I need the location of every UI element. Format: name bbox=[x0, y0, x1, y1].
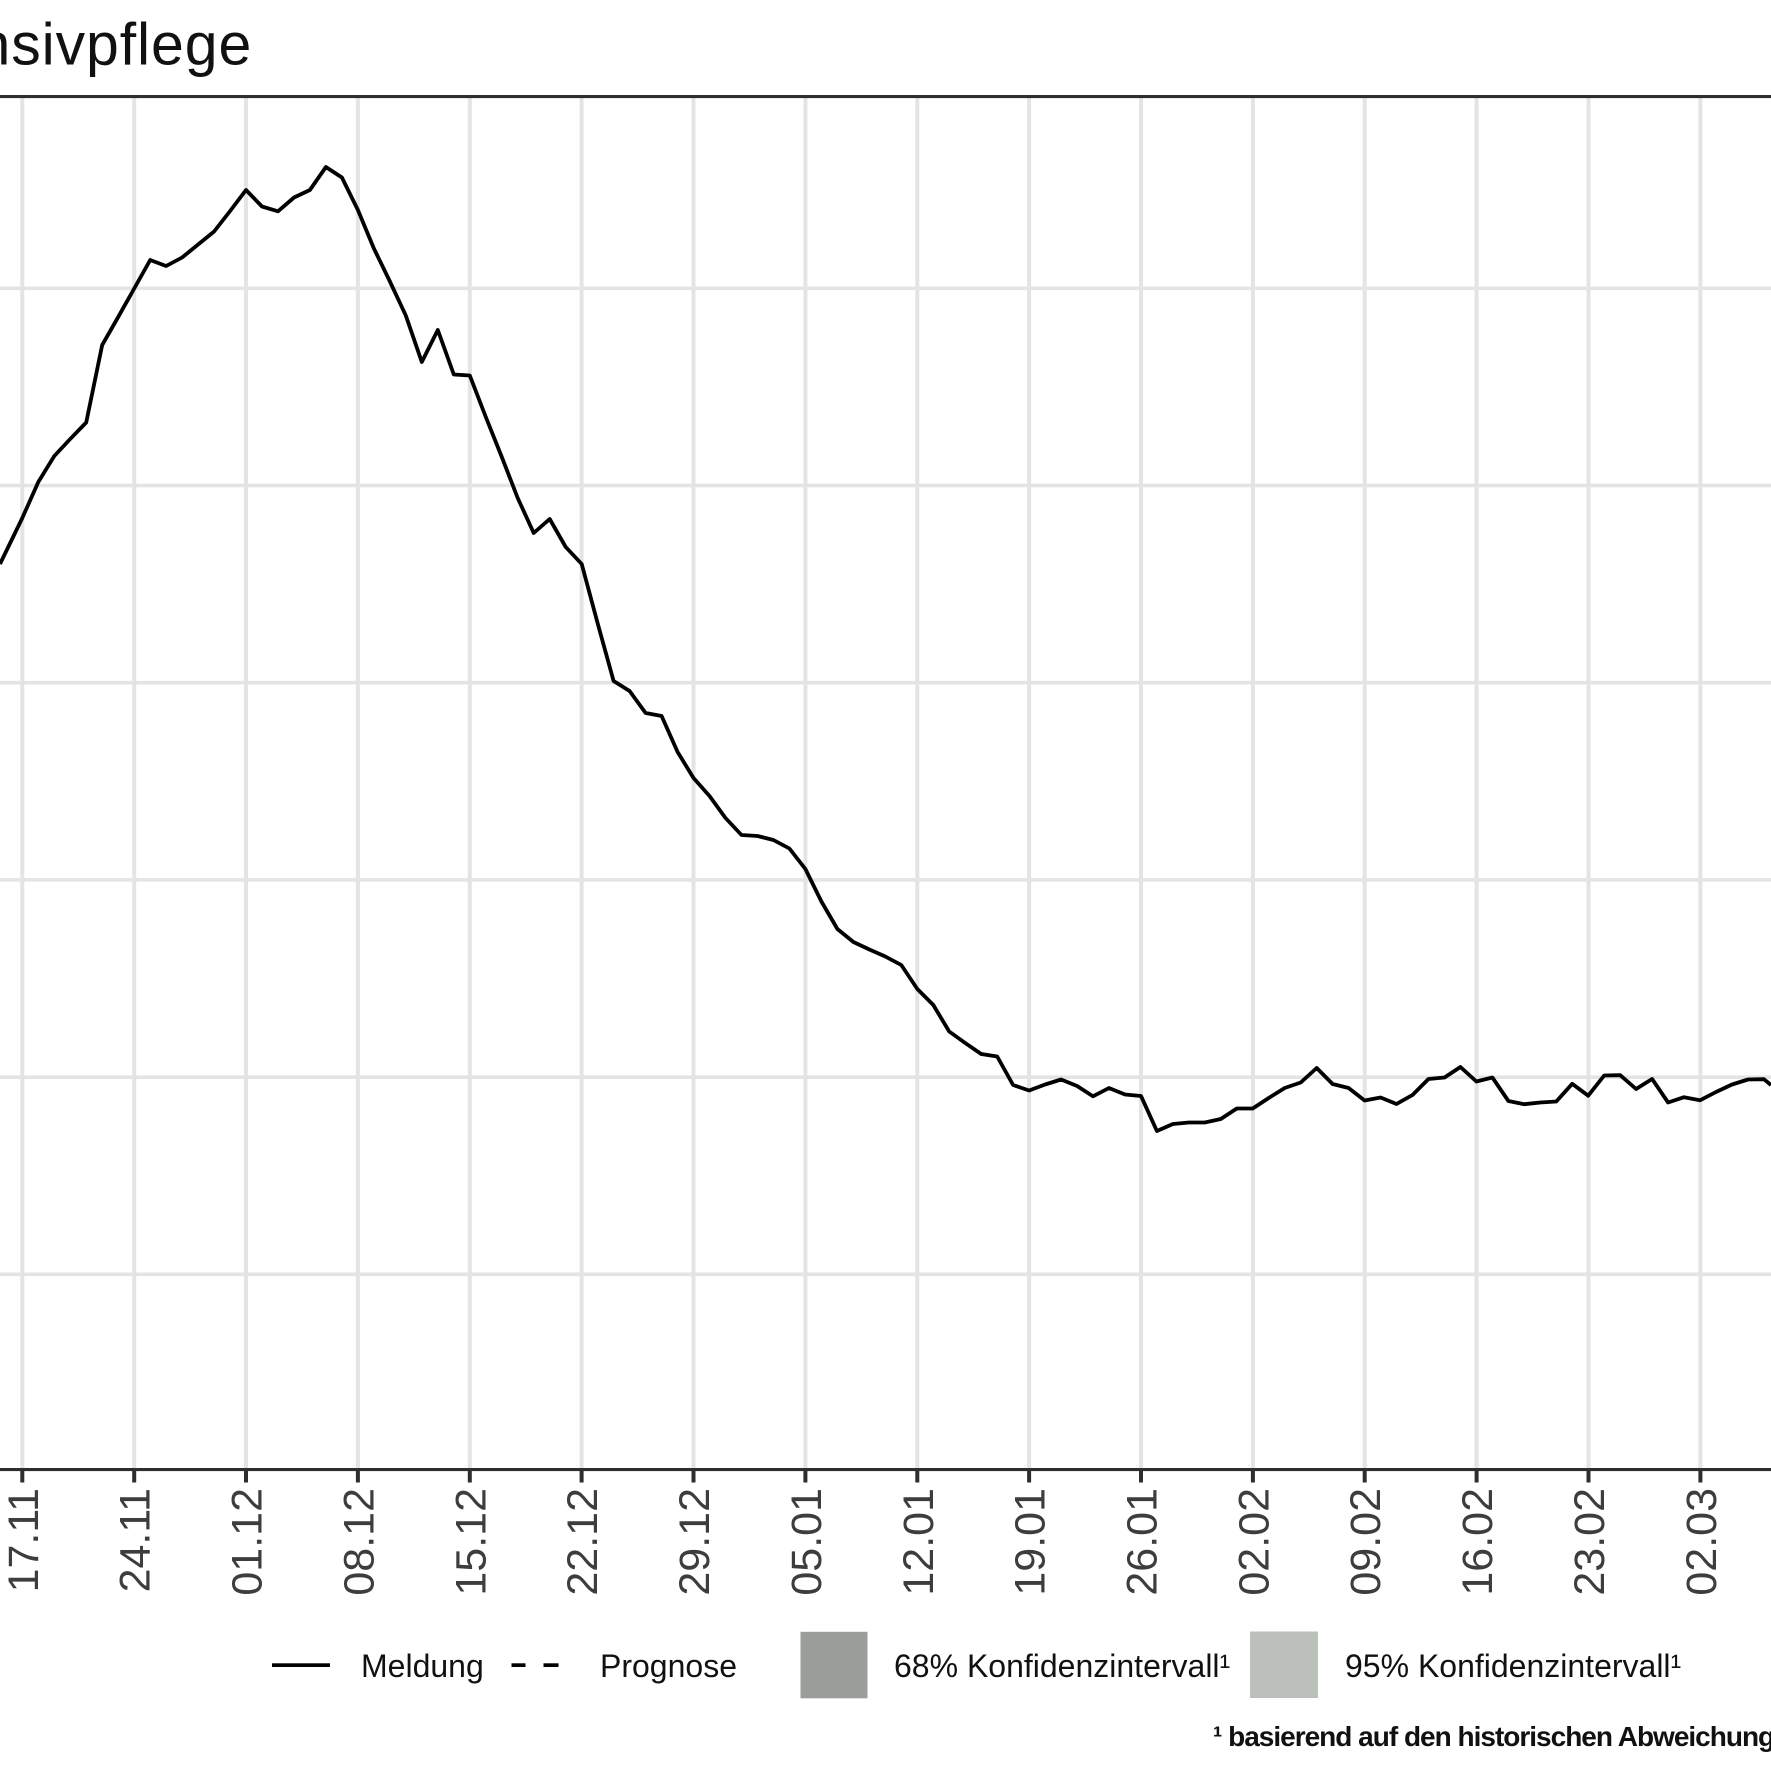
svg-text:22.12: 22.12 bbox=[559, 1488, 607, 1596]
svg-text:17.11: 17.11 bbox=[0, 1488, 48, 1592]
svg-text:15.12: 15.12 bbox=[447, 1488, 495, 1596]
svg-text:Meldung: Meldung bbox=[361, 1648, 484, 1684]
svg-text:19.01: 19.01 bbox=[1007, 1488, 1055, 1596]
svg-text:¹ basierend auf den historisch: ¹ basierend auf den historischen Abweich… bbox=[1213, 1721, 1771, 1752]
svg-text:09.02: 09.02 bbox=[1342, 1488, 1390, 1596]
svg-text:12.01: 12.01 bbox=[895, 1488, 943, 1596]
svg-text:24.11: 24.11 bbox=[112, 1488, 160, 1592]
svg-text:Intensivpflege: Intensivpflege bbox=[0, 12, 252, 78]
svg-text:26.01: 26.01 bbox=[1119, 1488, 1167, 1596]
svg-text:68% Konfidenzintervall¹: 68% Konfidenzintervall¹ bbox=[894, 1648, 1230, 1684]
svg-text:16.02: 16.02 bbox=[1454, 1488, 1502, 1596]
svg-text:29.12: 29.12 bbox=[671, 1488, 719, 1596]
svg-text:95% Konfidenzintervall¹: 95% Konfidenzintervall¹ bbox=[1345, 1648, 1681, 1684]
svg-text:02.02: 02.02 bbox=[1230, 1488, 1278, 1596]
svg-text:05.01: 05.01 bbox=[783, 1488, 831, 1596]
svg-text:Prognose: Prognose bbox=[600, 1648, 737, 1684]
svg-text:08.12: 08.12 bbox=[335, 1488, 383, 1596]
svg-text:01.12: 01.12 bbox=[224, 1488, 272, 1596]
svg-text:23.02: 23.02 bbox=[1566, 1488, 1614, 1596]
svg-text:02.03: 02.03 bbox=[1678, 1488, 1726, 1596]
